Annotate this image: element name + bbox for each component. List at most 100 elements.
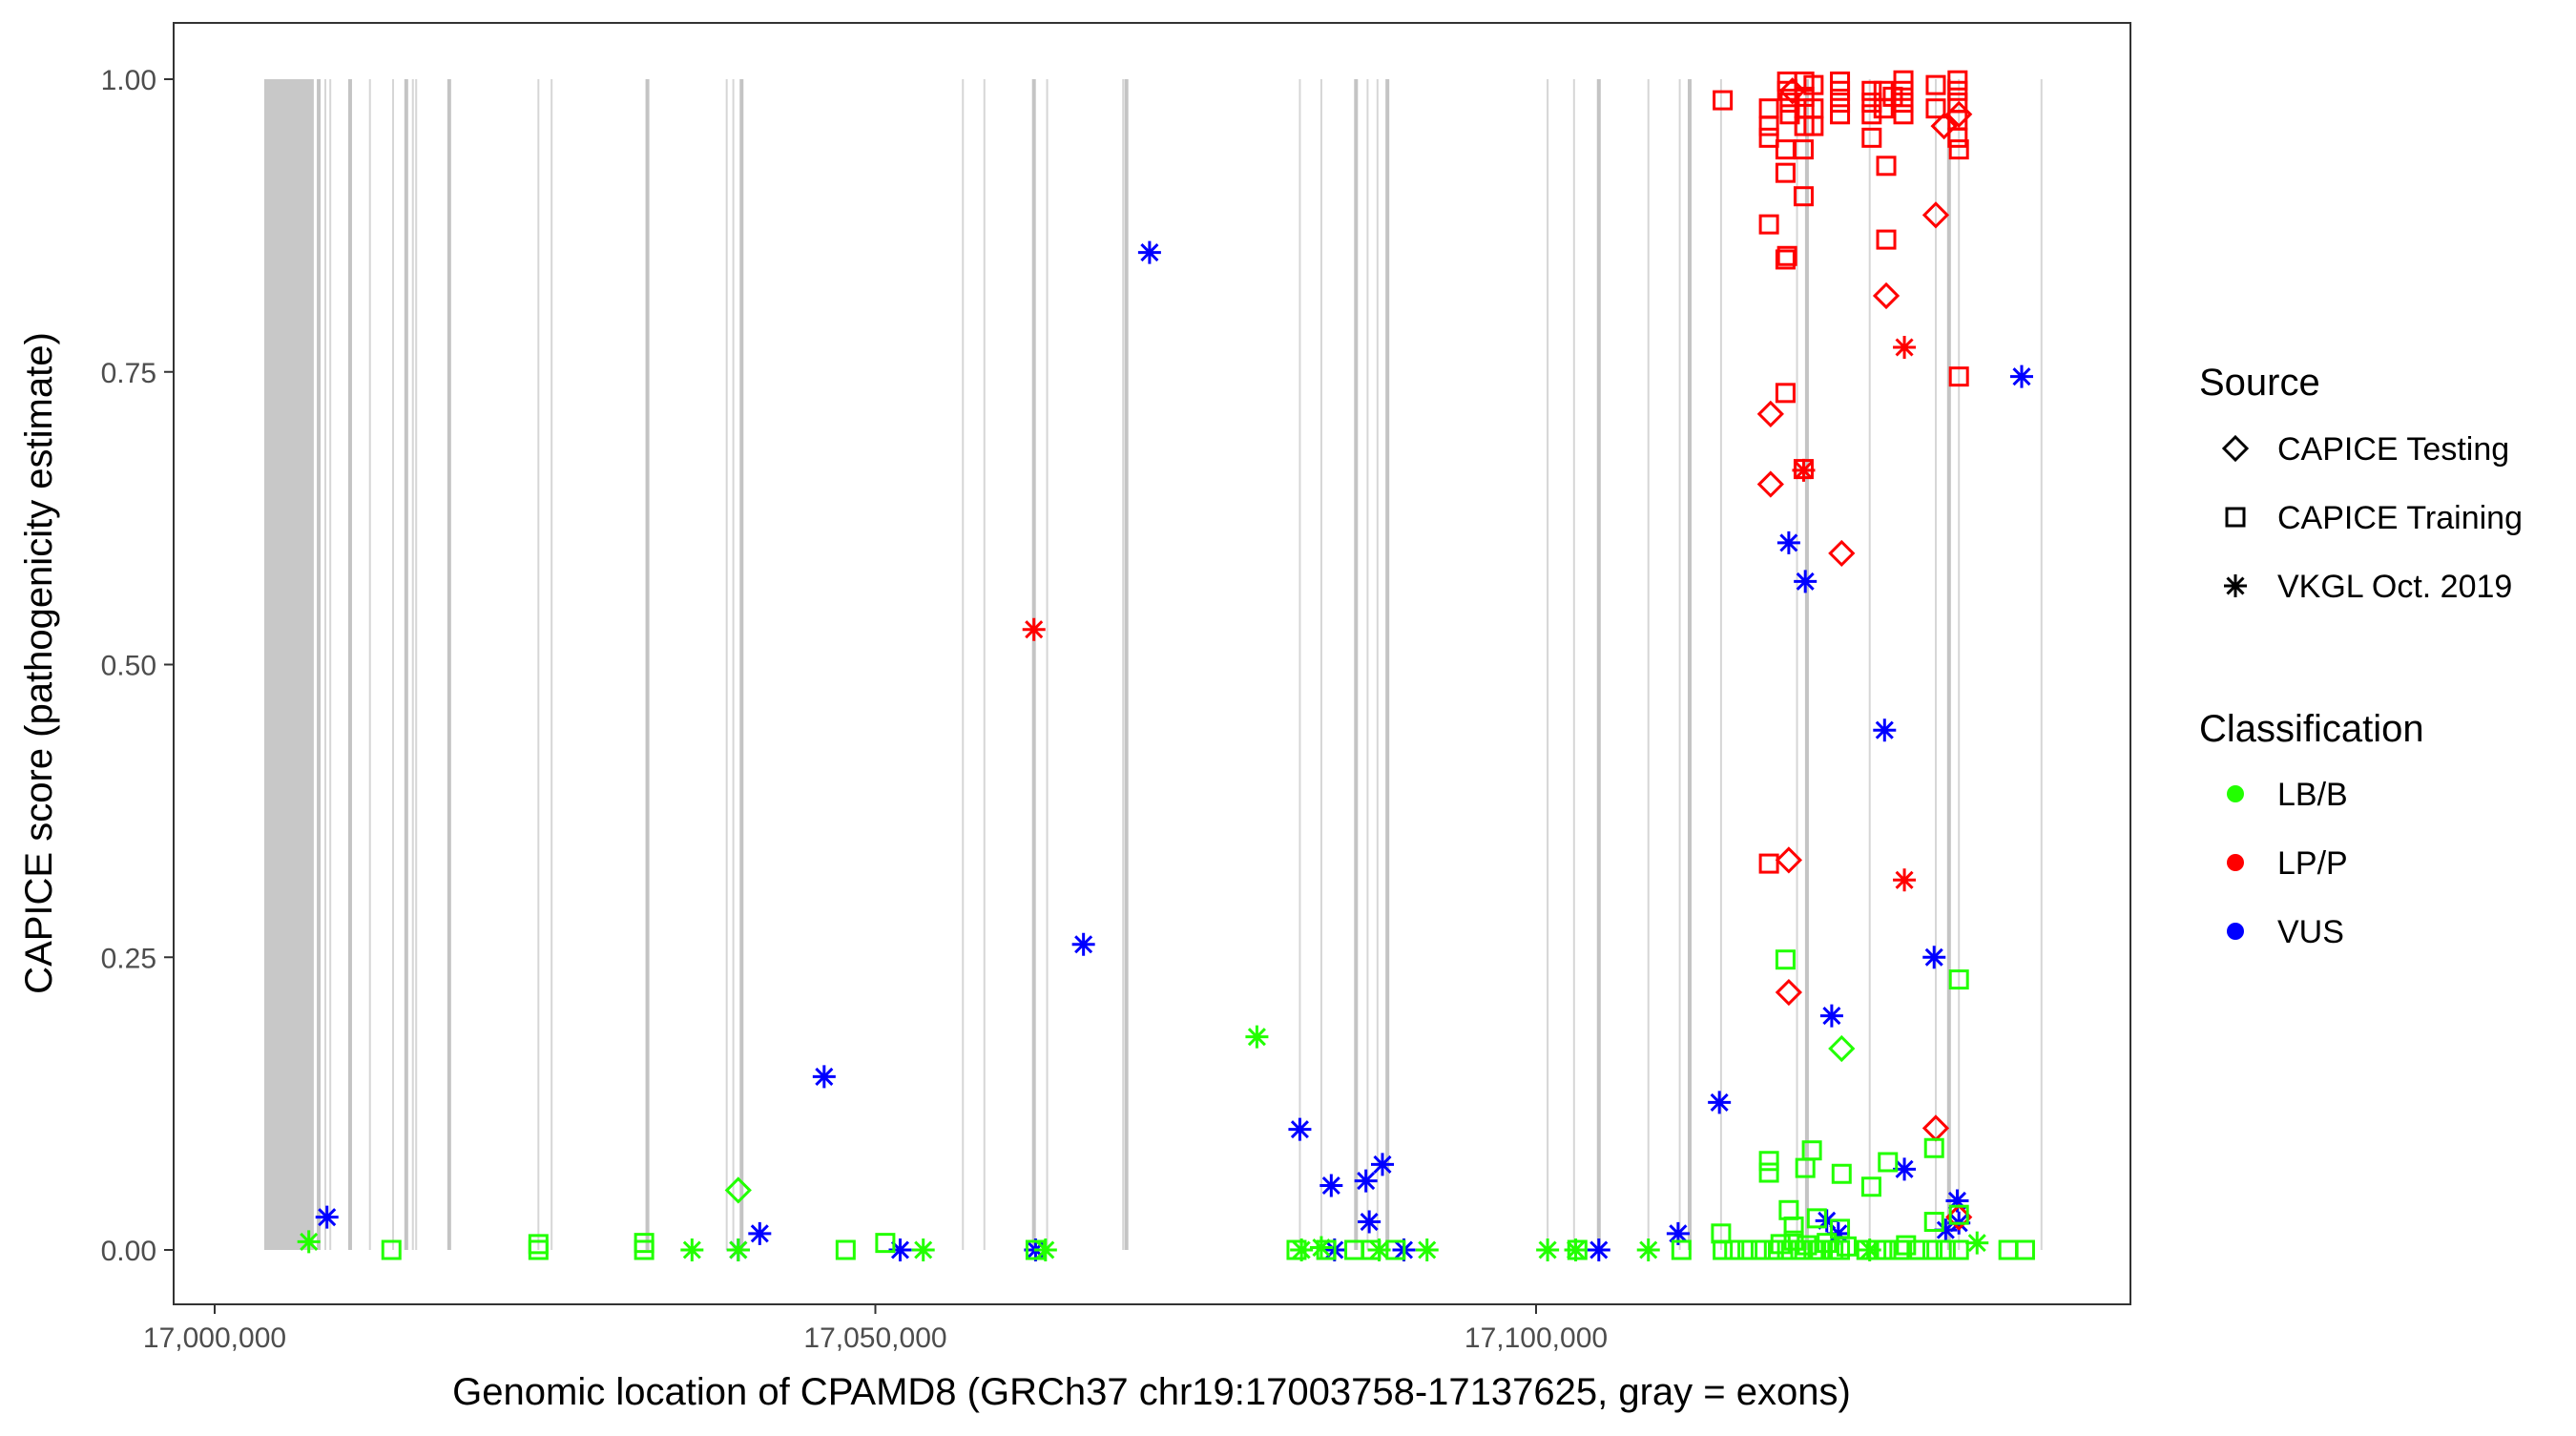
- data-point: [1893, 104, 1914, 125]
- exon-line: [404, 79, 408, 1250]
- data-point: [1737, 1239, 1758, 1260]
- exon-bands: [263, 79, 2043, 1250]
- data-point: [1775, 846, 1803, 874]
- exon-line: [1031, 79, 1036, 1250]
- y-tick-label: 0.75: [101, 358, 156, 389]
- data-point: [1779, 104, 1800, 125]
- data-point: [835, 1239, 856, 1260]
- data-point: [1861, 104, 1882, 125]
- x-axis: 17,000,000 17,050,000 17,100,000: [143, 1304, 1608, 1354]
- data-point: [1872, 281, 1901, 310]
- data-point: [748, 1221, 772, 1245]
- data-point: [1830, 93, 1851, 114]
- data-point: [1922, 201, 1950, 229]
- exon-line: [1376, 79, 1379, 1250]
- legend-key-dot: [2227, 785, 2244, 802]
- exon-line: [1319, 79, 1322, 1250]
- data-point: [1893, 868, 1917, 892]
- data-point: [1286, 1239, 1307, 1260]
- data-point: [1763, 1239, 1784, 1260]
- exon-line: [415, 79, 418, 1250]
- data-point: [1947, 70, 1968, 91]
- exon-line: [537, 79, 540, 1250]
- data-point: [1758, 115, 1779, 136]
- exon-line: [1385, 79, 1390, 1250]
- data-point: [1893, 70, 1914, 91]
- data-point: [1948, 1239, 1969, 1260]
- exon-line: [739, 79, 744, 1250]
- data-point: [1775, 249, 1796, 270]
- data-point: [1861, 127, 1882, 148]
- data-point: [1817, 1233, 1838, 1254]
- data-point: [1803, 74, 1824, 95]
- data-point: [1830, 1239, 1851, 1260]
- data-point: [1666, 1221, 1690, 1245]
- legend-class-label: VUS: [2277, 914, 2344, 950]
- data-point: [1923, 1137, 1944, 1158]
- data-point: [1567, 1239, 1588, 1260]
- exon-line: [1046, 79, 1049, 1250]
- data-point: [1779, 93, 1800, 114]
- data-point: [1948, 139, 1969, 160]
- data-point: [1947, 127, 1968, 148]
- data-point: [1947, 80, 1968, 101]
- data-point: [1783, 1216, 1804, 1237]
- data-point: [1806, 1208, 1827, 1229]
- x-axis-label: Genomic location of CPAMD8 (GRCh37 chr19…: [452, 1371, 1851, 1413]
- legend-class-label: LP/P: [2277, 845, 2348, 882]
- exon-line: [1719, 79, 1722, 1250]
- data-point: [1860, 1176, 1881, 1197]
- y-axis: 0.00 0.25 0.50 0.75 1.00: [101, 65, 174, 1267]
- data-point: [1935, 1239, 1956, 1260]
- data-point: [1758, 127, 1779, 148]
- data-point: [1793, 139, 1814, 160]
- legend-key-dot: [2227, 923, 2244, 940]
- data-point: [1724, 1239, 1745, 1260]
- exon-line: [1647, 79, 1650, 1250]
- data-point: [1909, 1239, 1930, 1260]
- exon-line: [732, 79, 735, 1250]
- data-point: [1137, 240, 1161, 264]
- data-point: [1794, 570, 1818, 593]
- data-point: [1025, 1239, 1046, 1260]
- data-point: [1776, 245, 1797, 266]
- data-point: [2009, 364, 2033, 388]
- data-point: [1361, 1239, 1381, 1260]
- data-point: [1965, 1231, 1989, 1255]
- exon-line: [1678, 79, 1681, 1250]
- x-tick-label: 17,100,000: [1465, 1322, 1608, 1354]
- data-point: [1925, 98, 1946, 119]
- data-point: [297, 1230, 321, 1254]
- exon-line: [368, 79, 371, 1250]
- data-point: [812, 1065, 836, 1089]
- data-point: [1948, 1204, 1969, 1225]
- data-point: [1876, 229, 1897, 250]
- data-point: [315, 1205, 339, 1229]
- data-point: [1893, 93, 1914, 114]
- data-point: [1795, 1157, 1816, 1178]
- exon-line: [447, 79, 451, 1250]
- data-point: [1831, 1163, 1852, 1184]
- legend-source-label: CAPICE Training: [2277, 500, 2523, 536]
- data-point: [1415, 1238, 1439, 1261]
- data-point: [1758, 853, 1779, 874]
- legend: Source Classification CAPICE Testing CAPI…: [2199, 362, 2523, 950]
- exon-line: [323, 79, 326, 1250]
- data-point: [1776, 531, 1800, 554]
- exon-line: [1572, 79, 1575, 1250]
- data-point: [1922, 946, 1946, 969]
- data-point: [1775, 949, 1796, 970]
- data-point: [1873, 718, 1897, 742]
- exon-line: [391, 79, 394, 1250]
- exon-line: [1688, 79, 1693, 1250]
- data-point: [1858, 1238, 1881, 1261]
- data-point: [1876, 1239, 1897, 1260]
- data-point: [1923, 1212, 1944, 1233]
- data-point: [1792, 458, 1816, 482]
- data-point: [1758, 214, 1779, 235]
- data-point: [1022, 617, 1046, 641]
- data-point: [1876, 156, 1897, 177]
- data-point: [2014, 1239, 2035, 1260]
- exon-line: [645, 79, 650, 1250]
